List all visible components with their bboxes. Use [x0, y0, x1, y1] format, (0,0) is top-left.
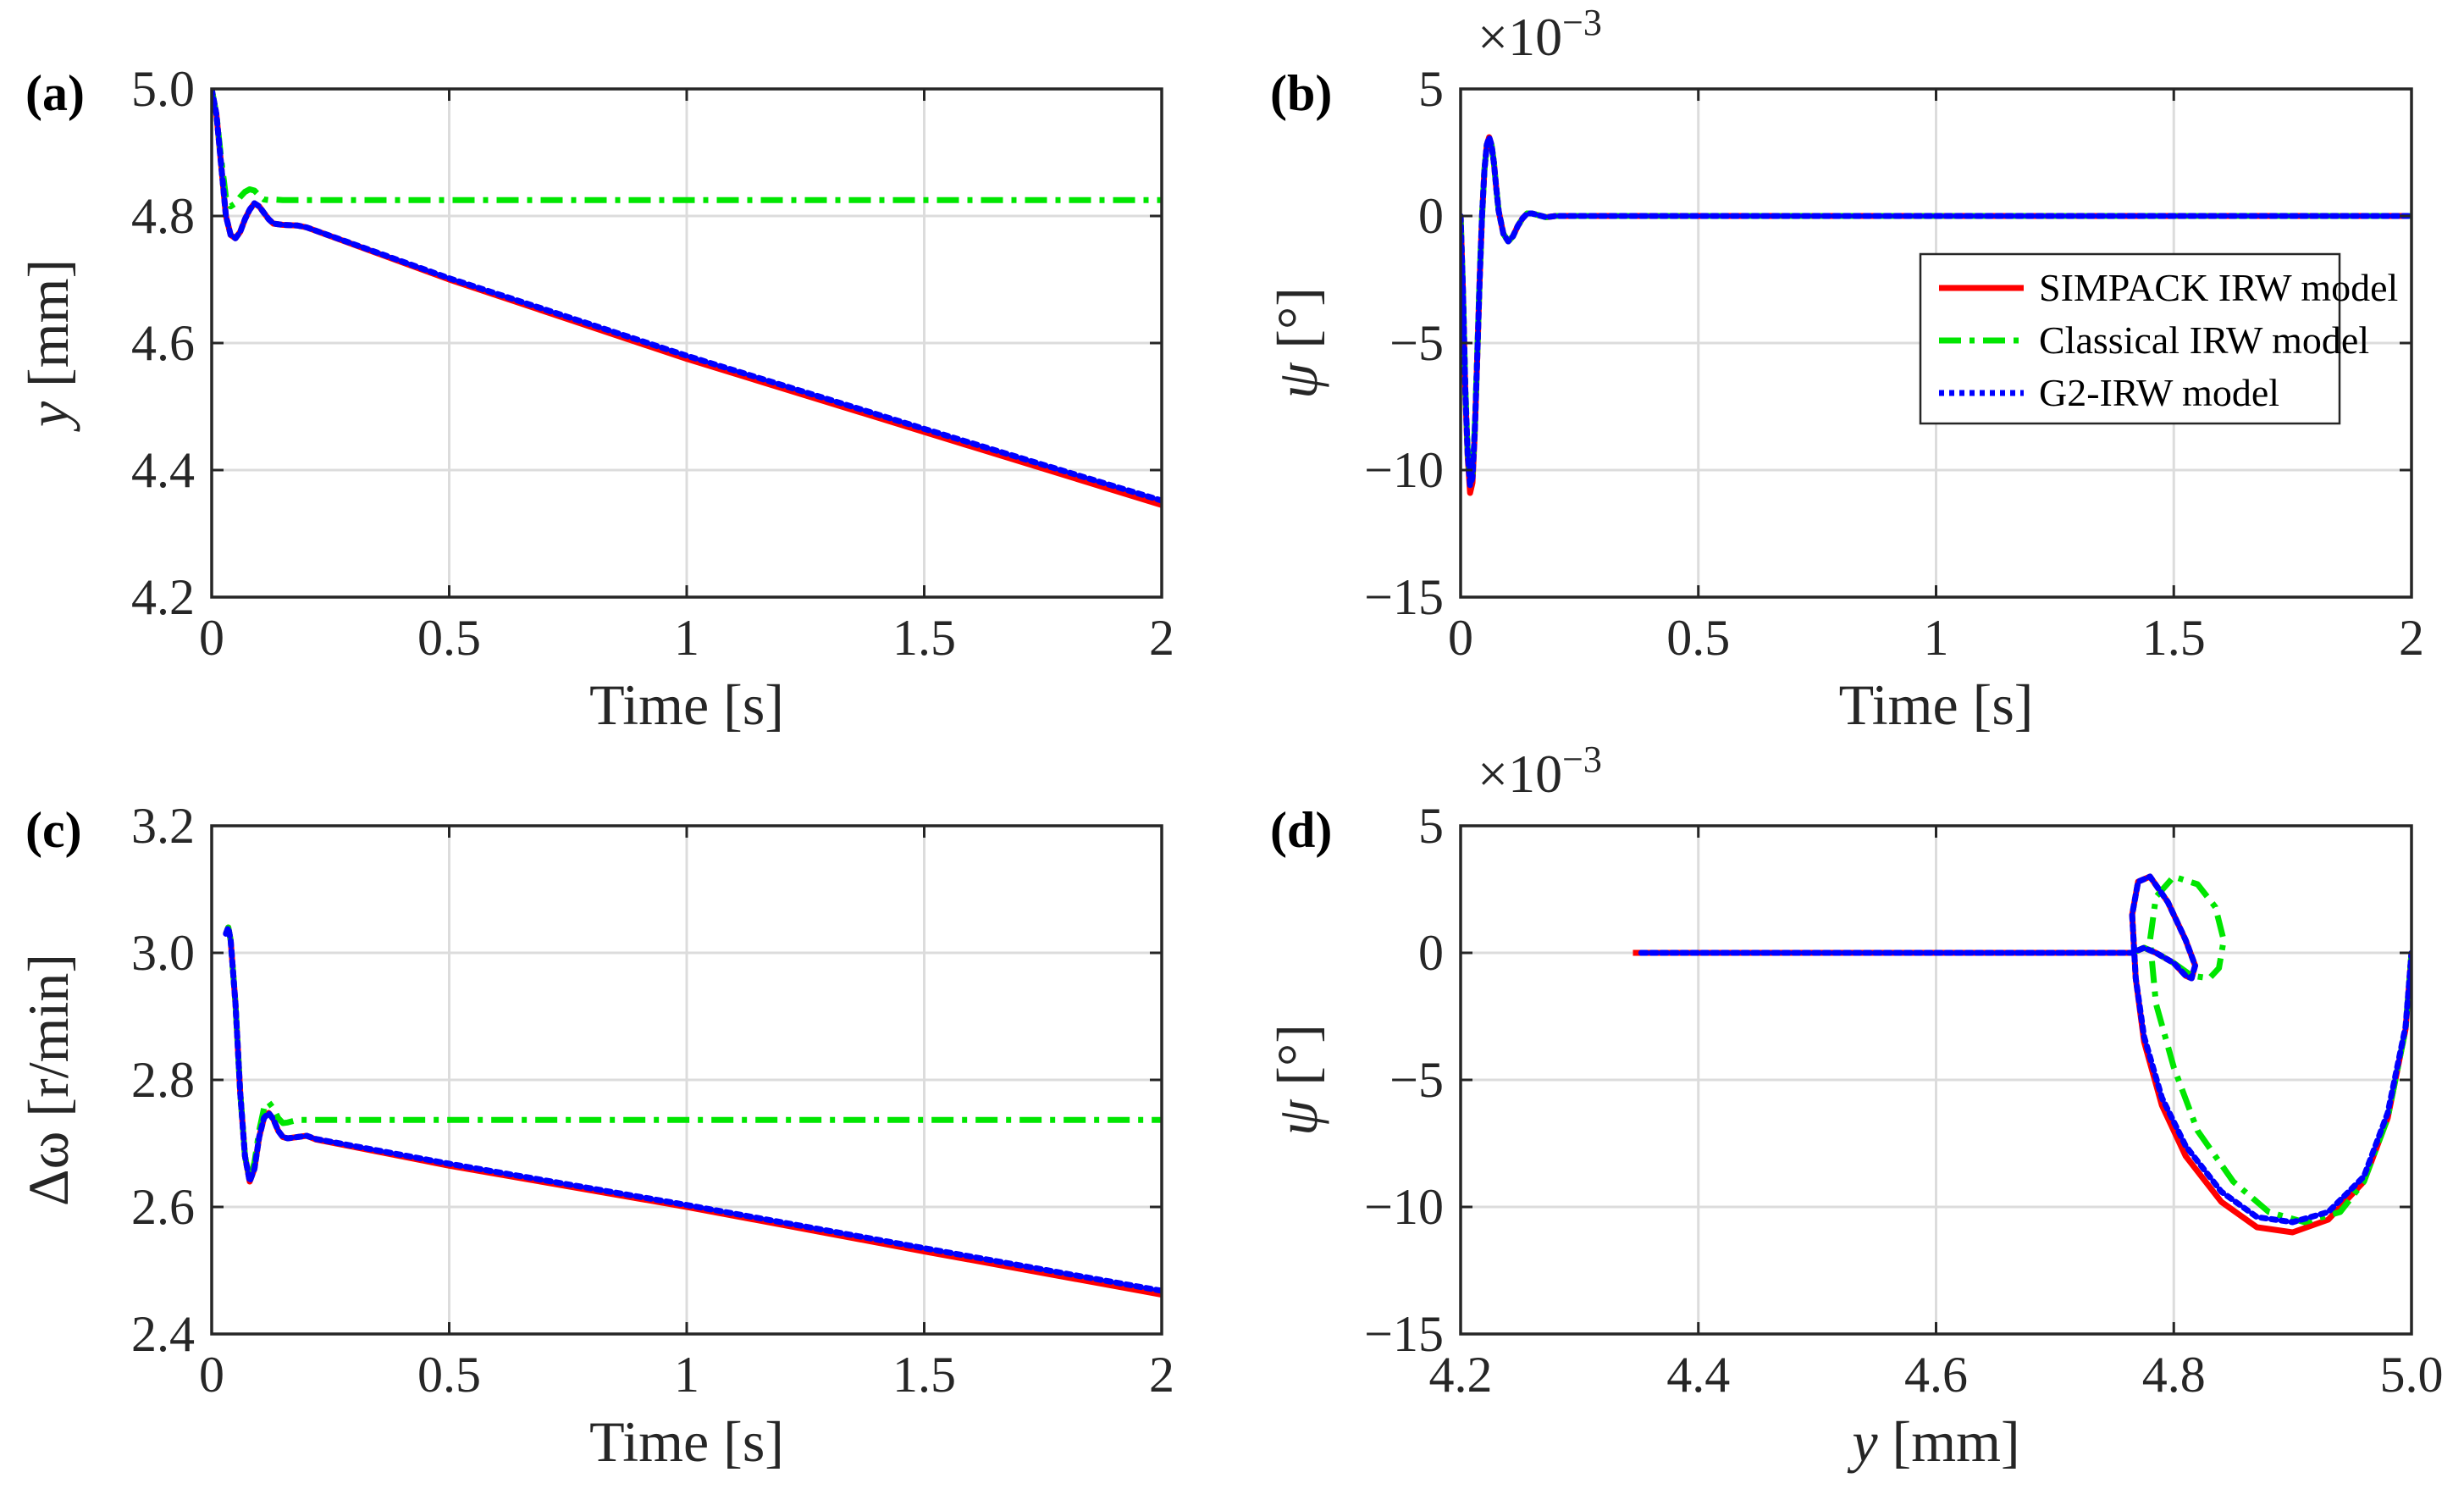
- legend-entry: SIMPACK IRW model: [2039, 266, 2398, 309]
- series-group: [223, 924, 1162, 1298]
- x-tick-label: 0.5: [417, 610, 481, 666]
- x-tick-label: 2: [1149, 610, 1174, 666]
- axis-exponent-power: −3: [1562, 2, 1602, 43]
- series-line-g2-irw-model: [223, 924, 1162, 1294]
- y-axis-label-unit: [°]: [1265, 1024, 1329, 1099]
- panel-c: 0 0.5 1 1.5 2 2.4 2.6 2.8 3.0 3.2 (c) Time [s] Δω [r…: [16, 798, 1174, 1474]
- y-axis-label-var: y: [16, 401, 80, 432]
- y-tick-label: 0: [1418, 188, 1444, 244]
- y-axis-label-unit: [°]: [1265, 287, 1329, 363]
- y-tick-label: 2.8: [131, 1052, 195, 1108]
- axis-exponent: ×10−3: [1478, 739, 1602, 804]
- y-axis-label: Δω [r/min]: [16, 954, 80, 1206]
- x-tick-label: 0.5: [417, 1347, 481, 1403]
- panel-label: (b): [1270, 65, 1332, 121]
- x-tick-label: 4.4: [1666, 1347, 1730, 1403]
- series-line-g2-irw-model: [1461, 134, 2412, 489]
- panel-b: 0 0.5 1 1.5 2 −15 −10 −5 0 5 (b) Time [s] ψ [°] ×10−3…: [1265, 2, 2424, 737]
- x-tick-label: 5.0: [2380, 1347, 2444, 1403]
- y-tick-label: −10: [1364, 442, 1444, 498]
- x-axis-label: Time [s]: [589, 1409, 784, 1474]
- legend: SIMPACK IRW model Classical IRW model G2-I…: [1919, 252, 2398, 425]
- x-tick-label: 1.5: [892, 610, 956, 666]
- series-line-g2-irw-model: [212, 89, 1162, 504]
- x-tick-label: 2: [1149, 1347, 1174, 1403]
- y-tick-label: 4.8: [131, 188, 195, 244]
- x-axis-label: y [mm]: [1847, 1409, 2019, 1474]
- y-tick-label: 5.0: [131, 61, 195, 117]
- x-axis-label: Time [s]: [589, 672, 784, 737]
- panel-label: (c): [25, 802, 82, 858]
- panel-label: (d): [1270, 802, 1332, 858]
- x-tick-label: 0: [199, 1347, 224, 1403]
- legend-entry: G2-IRW model: [2039, 371, 2279, 414]
- y-axis-label-var: Δω: [16, 1132, 80, 1207]
- axis-exponent-power: −3: [1562, 739, 1602, 780]
- y-tick-label: −15: [1364, 1306, 1444, 1362]
- y-axis-label: ψ [°]: [1265, 287, 1329, 399]
- axis-exponent: ×10−3: [1478, 2, 1602, 67]
- x-tick-label: 1.5: [892, 1347, 956, 1403]
- legend-entry: Classical IRW model: [2039, 318, 2369, 362]
- y-tick-label: −5: [1389, 1052, 1444, 1108]
- series-line-classical-irw-model: [212, 89, 1162, 210]
- series-line-classical-irw-model: [2130, 873, 2412, 1226]
- y-axis-label-unit: [mm]: [16, 259, 80, 401]
- y-tick-label: 3.2: [131, 798, 195, 854]
- x-tick-label: 1: [1924, 610, 1949, 666]
- y-tick-label: 5: [1418, 61, 1444, 117]
- y-tick-label: 3.0: [131, 925, 195, 981]
- axis-exponent-base: ×10: [1478, 744, 1562, 804]
- y-axis-label: ψ [°]: [1265, 1024, 1329, 1136]
- x-tick-label: 1: [674, 1347, 699, 1403]
- y-tick-label: 2.4: [131, 1306, 195, 1362]
- y-tick-label: 0: [1418, 925, 1444, 981]
- panel-label: (a): [25, 65, 85, 121]
- x-axis-label: Time [s]: [1839, 672, 2034, 737]
- x-tick-label: 4.6: [1904, 1347, 1968, 1403]
- y-tick-label: −5: [1389, 315, 1444, 371]
- x-tick-label: 2: [2399, 610, 2424, 666]
- y-tick-label: 4.6: [131, 315, 195, 371]
- x-tick-label: 0: [1448, 610, 1473, 666]
- panel-a: 0 0.5 1 1.5 2 4.2 4.4 4.6 4.8 5.0 (a) Time [s] y [mm…: [16, 61, 1174, 737]
- y-tick-label: 5: [1418, 798, 1444, 854]
- y-tick-label: −15: [1364, 569, 1444, 625]
- y-tick-label: 4.2: [131, 569, 195, 625]
- series-group: [1461, 134, 2412, 496]
- series-group: [212, 89, 1162, 508]
- axis-exponent-base: ×10: [1478, 7, 1562, 67]
- series-line-g2-irw-model: [1638, 873, 2412, 1226]
- x-axis-label-unit: [mm]: [1878, 1409, 2020, 1474]
- x-tick-label: 0.5: [1666, 610, 1730, 666]
- y-axis-label-unit: [r/min]: [16, 954, 80, 1132]
- x-axis-label-var: y: [1847, 1409, 1878, 1474]
- y-tick-label: −10: [1364, 1179, 1444, 1235]
- x-tick-label: 4.2: [1429, 1347, 1493, 1403]
- x-tick-label: 4.8: [2142, 1347, 2206, 1403]
- series-group: [1633, 873, 2412, 1236]
- y-tick-label: 4.4: [131, 442, 195, 498]
- x-tick-label: 0: [199, 610, 224, 666]
- y-axis-label-var: ψ: [1265, 362, 1329, 399]
- x-tick-label: 1.5: [2142, 610, 2206, 666]
- y-axis-label: y [mm]: [16, 259, 80, 432]
- x-tick-label: 1: [674, 610, 699, 666]
- panel-d: 4.2 4.4 4.6 4.8 5.0 −15 −10 −5 0 5 (d) y [mm] ψ [°] ×…: [1265, 739, 2444, 1474]
- y-tick-label: 2.6: [131, 1179, 195, 1235]
- y-axis-label-var: ψ: [1265, 1099, 1329, 1136]
